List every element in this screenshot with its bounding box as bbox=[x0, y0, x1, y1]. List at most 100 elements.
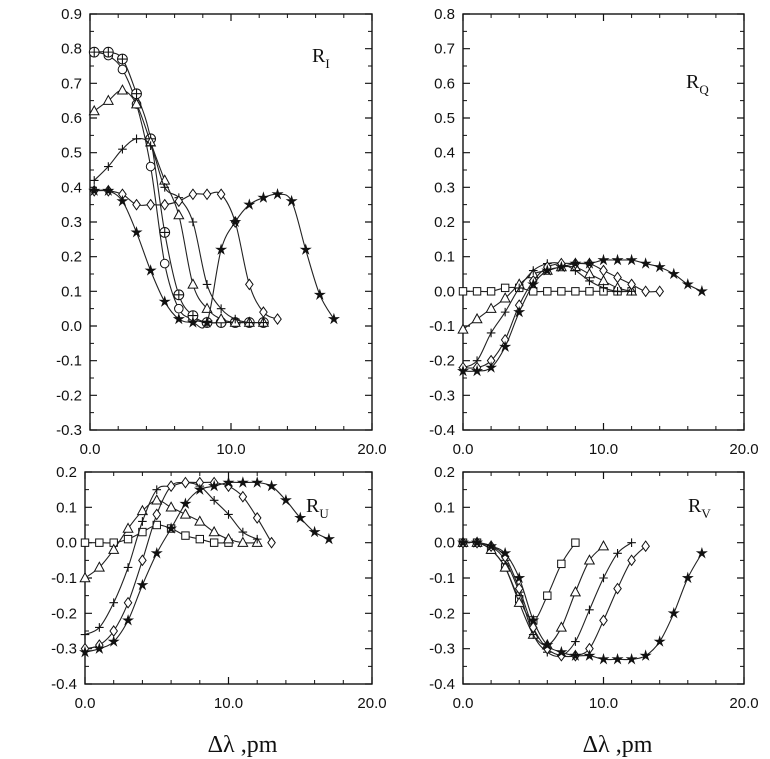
data-point bbox=[165, 522, 178, 534]
x-axis-label: Δλ ,pm bbox=[208, 732, 278, 758]
y-tick-label: -0.4 bbox=[429, 422, 455, 439]
data-point bbox=[107, 635, 120, 647]
y-tick-label: -0.3 bbox=[429, 387, 455, 404]
y-tick-label: 0.2 bbox=[434, 214, 455, 231]
y-tick-label: -0.1 bbox=[56, 353, 82, 370]
series-plus bbox=[458, 259, 636, 372]
data-point bbox=[267, 536, 276, 549]
data-point bbox=[625, 652, 638, 665]
data-point bbox=[245, 318, 254, 327]
data-point bbox=[585, 276, 594, 286]
data-point bbox=[599, 264, 608, 277]
data-point bbox=[202, 280, 212, 289]
data-point bbox=[93, 561, 105, 572]
data-point bbox=[555, 621, 567, 632]
data-point bbox=[514, 283, 524, 293]
data-point bbox=[627, 278, 636, 291]
data-point bbox=[499, 292, 511, 303]
data-point bbox=[108, 543, 120, 554]
x-tick-label: 10.0 bbox=[589, 441, 618, 458]
data-point bbox=[641, 540, 650, 553]
data-point bbox=[144, 264, 157, 276]
data-point bbox=[599, 283, 608, 293]
data-point bbox=[557, 559, 566, 569]
data-point bbox=[230, 314, 240, 324]
data-point bbox=[569, 257, 582, 269]
data-point bbox=[639, 257, 652, 269]
data-point bbox=[583, 267, 596, 279]
series-triangle bbox=[79, 494, 263, 583]
series-diamond bbox=[80, 476, 276, 655]
data-point bbox=[138, 517, 147, 526]
panel-label: RV bbox=[688, 495, 711, 521]
data-point bbox=[641, 285, 650, 298]
data-point bbox=[216, 188, 226, 201]
data-point bbox=[215, 243, 228, 255]
data-point bbox=[514, 582, 524, 595]
data-point bbox=[273, 313, 282, 326]
data-point bbox=[597, 540, 610, 551]
data-point bbox=[104, 162, 113, 171]
y-tick-label: 0.2 bbox=[434, 464, 455, 481]
x-tick-label: 10.0 bbox=[214, 695, 243, 712]
y-tick-label: -0.1 bbox=[429, 570, 455, 587]
data-point bbox=[513, 571, 526, 584]
data-point bbox=[627, 538, 636, 547]
data-point bbox=[457, 536, 469, 548]
data-point bbox=[158, 295, 171, 307]
y-tick-label: 0.6 bbox=[434, 75, 455, 92]
data-point bbox=[257, 191, 270, 203]
series-square bbox=[80, 520, 233, 547]
data-point bbox=[327, 312, 340, 325]
data-point bbox=[238, 527, 248, 537]
data-point bbox=[146, 141, 155, 151]
series-star bbox=[457, 253, 708, 377]
y-tick-label: 0.7 bbox=[61, 75, 82, 92]
data-point bbox=[613, 548, 622, 558]
data-point bbox=[116, 194, 129, 207]
data-point bbox=[457, 364, 469, 377]
data-point bbox=[611, 253, 624, 266]
data-point bbox=[93, 642, 106, 654]
data-point bbox=[186, 316, 200, 328]
data-point bbox=[181, 476, 190, 489]
data-point bbox=[259, 318, 268, 327]
series-line bbox=[462, 541, 703, 661]
data-point bbox=[571, 538, 580, 547]
y-tick-label: -0.3 bbox=[56, 422, 82, 439]
data-point bbox=[557, 287, 566, 296]
data-point bbox=[89, 176, 99, 185]
data-point bbox=[88, 104, 100, 116]
data-point bbox=[79, 645, 91, 658]
data-point bbox=[486, 287, 496, 296]
data-point bbox=[500, 307, 510, 317]
panel-ru: 0.2 0.1 0.0 -0.1 -0.2 -0.3 -0.4 0.0 10.0 20.0 RU Δλ… bbox=[51, 464, 386, 758]
y-tick-label: 0.8 bbox=[61, 41, 82, 58]
data-point bbox=[209, 538, 219, 547]
data-point bbox=[236, 476, 249, 488]
data-point bbox=[655, 285, 665, 298]
data-point bbox=[543, 591, 552, 600]
data-point bbox=[639, 649, 652, 661]
series-line bbox=[94, 189, 335, 329]
series-line bbox=[462, 265, 632, 330]
x-tick-label: 0.0 bbox=[453, 441, 474, 458]
x-tick-label: 20.0 bbox=[729, 441, 758, 458]
data-point bbox=[513, 596, 525, 607]
data-point bbox=[179, 508, 192, 519]
data-point bbox=[202, 188, 212, 201]
y-tick-label: -0.2 bbox=[56, 387, 82, 404]
y-tick-label: 0.0 bbox=[434, 283, 455, 300]
x-tick-label: 0.0 bbox=[80, 441, 101, 458]
y-tick-label: 0.1 bbox=[434, 249, 455, 266]
data-point bbox=[145, 161, 156, 172]
y-tick-label: -0.2 bbox=[429, 353, 455, 370]
data-point bbox=[117, 53, 128, 65]
data-point bbox=[132, 198, 141, 211]
data-point bbox=[118, 144, 127, 154]
series-diamond bbox=[458, 257, 665, 374]
data-point bbox=[187, 278, 199, 289]
data-point bbox=[569, 585, 582, 597]
data-point bbox=[667, 606, 680, 619]
